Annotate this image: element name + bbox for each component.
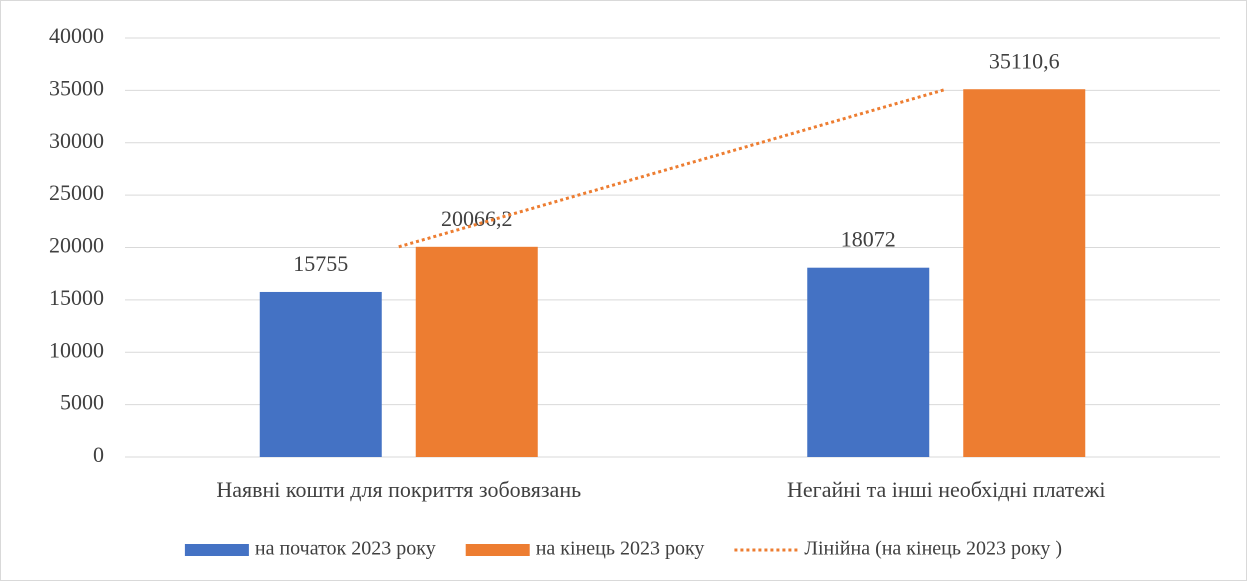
data-label: 20066,2 — [441, 206, 513, 231]
bar — [259, 291, 382, 457]
y-tick-label: 25000 — [49, 180, 104, 205]
legend-label: на кінець 2023 року — [536, 538, 705, 560]
y-tick-label: 40000 — [49, 23, 104, 48]
x-tick-label: Наявні кошти для покриття зобовязань — [216, 477, 581, 502]
legend-label: на початок 2023 року — [255, 538, 436, 560]
bar — [415, 246, 538, 457]
y-tick-label: 10000 — [49, 337, 104, 362]
y-tick-label: 30000 — [49, 128, 104, 153]
bar — [963, 89, 1086, 457]
legend-label: Лінійна (на кінець 2023 року ) — [804, 538, 1062, 560]
data-label: 15755 — [293, 251, 348, 276]
y-tick-label: 20000 — [49, 233, 104, 258]
y-tick-label: 0 — [93, 442, 104, 467]
data-label: 35110,6 — [989, 48, 1060, 73]
y-tick-label: 5000 — [60, 390, 104, 415]
legend-swatch — [465, 544, 530, 556]
x-tick-label: Негайні та інші необхідні платежі — [787, 477, 1105, 502]
data-label: 18072 — [841, 227, 896, 252]
y-tick-label: 15000 — [49, 285, 104, 310]
legend-swatch — [184, 544, 249, 556]
y-tick-label: 35000 — [49, 75, 104, 100]
bar — [807, 267, 930, 457]
trendline — [398, 87, 947, 249]
